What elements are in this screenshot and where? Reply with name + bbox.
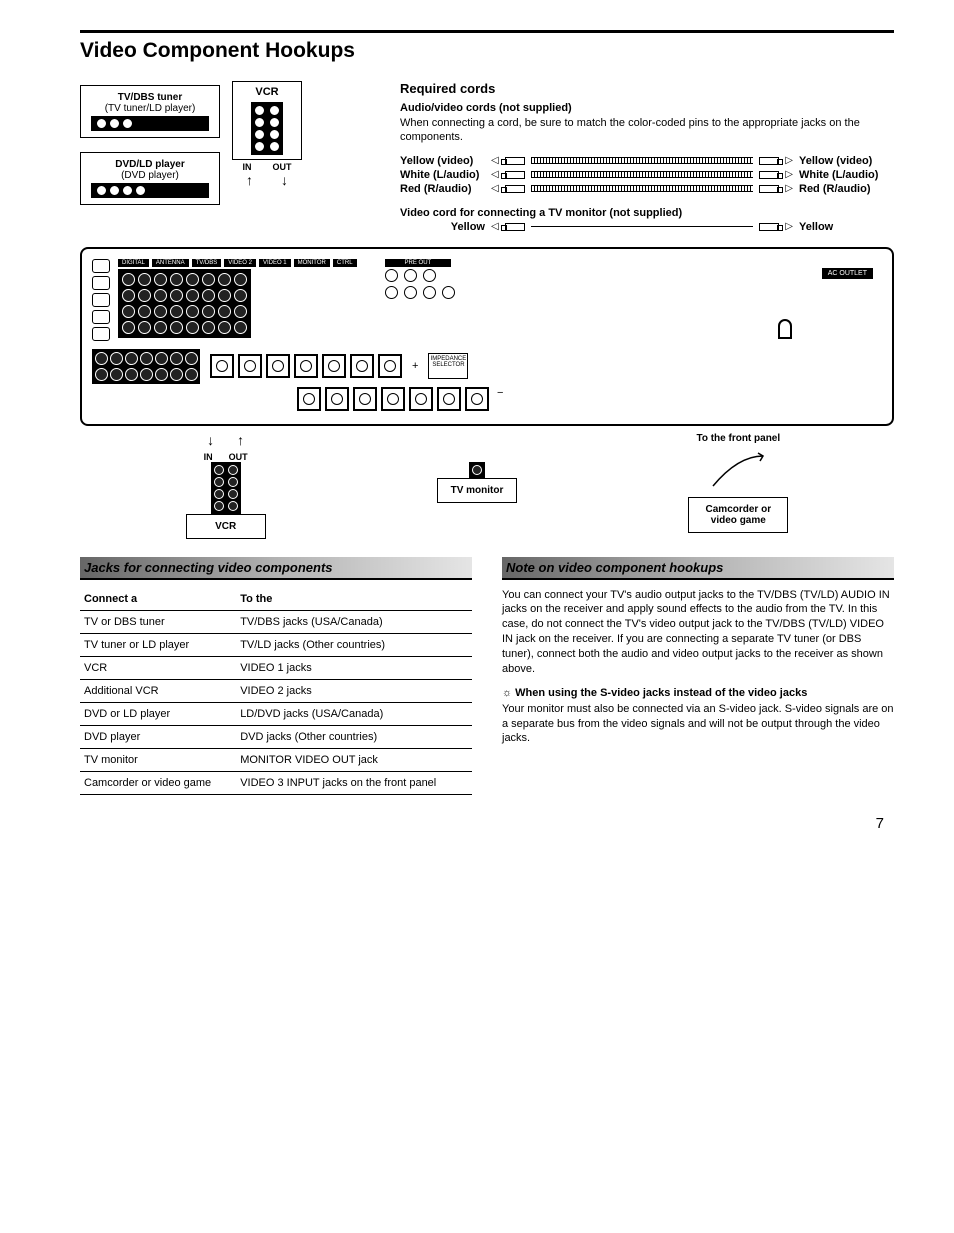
tip-heading: When using the S-video jacks instead of … — [502, 687, 894, 699]
table-cell-connect: Camcorder or video game — [80, 771, 236, 794]
table-cell-tothe: LD/DVD jacks (USA/Canada) — [236, 702, 472, 725]
impedance-selector: IMPEDANCE SELECTOR — [428, 353, 468, 379]
table-cell-connect: TV or DBS tuner — [80, 610, 236, 633]
ac-outlet-label: AC OUTLET — [821, 267, 874, 280]
table-row: DVD or LD playerLD/DVD jacks (USA/Canada… — [80, 702, 472, 725]
cord-right-1: White (L/audio) — [799, 169, 894, 181]
table-cell-tothe: VIDEO 1 jacks — [236, 656, 472, 679]
table-cell-tothe: TV/LD jacks (Other countries) — [236, 633, 472, 656]
table-cell-tothe: MONITOR VIDEO OUT jack — [236, 748, 472, 771]
table-row: TV monitorMONITOR VIDEO OUT jack — [80, 748, 472, 771]
page-number: 7 — [80, 815, 894, 832]
out-label: OUT — [273, 162, 292, 172]
jacks-table-column: Jacks for connecting video components Co… — [80, 557, 472, 795]
front-panel-label: To the front panel — [696, 432, 780, 445]
upper-section: TV/DBS tuner (TV tuner/LD player) DVD/LD… — [80, 81, 894, 235]
lower-diagram: IN OUT VCR TV monitor To the front panel… — [80, 432, 894, 539]
camcorder-box: Camcorder or video game — [688, 497, 788, 533]
vcr-upper-box: VCR IN OUT — [232, 81, 302, 190]
receiver-rear-panel: AC OUTLET DIGITALANTENNATV/DBSVIDEO 2VID… — [80, 247, 894, 426]
required-cords-section: Required cords Audio/video cords (not su… — [400, 81, 894, 235]
cord-left-2: Red (R/audio) — [400, 183, 485, 195]
table-cell-connect: TV monitor — [80, 748, 236, 771]
table-cell-tothe: VIDEO 2 jacks — [236, 679, 472, 702]
vcord-left: Yellow — [400, 221, 485, 233]
lower-vcr: VCR — [186, 514, 266, 539]
table-cell-connect: TV tuner or LD player — [80, 633, 236, 656]
tuner-box: TV/DBS tuner (TV tuner/LD player) — [80, 85, 220, 138]
note-body: You can connect your TV's audio output j… — [502, 588, 894, 677]
table-cell-tothe: DVD jacks (Other countries) — [236, 725, 472, 748]
table-row: Additional VCRVIDEO 2 jacks — [80, 679, 472, 702]
table-cell-tothe: VIDEO 3 INPUT jacks on the front panel — [236, 771, 472, 794]
required-cords-heading: Required cords — [400, 81, 894, 96]
table-row: DVD playerDVD jacks (Other countries) — [80, 725, 472, 748]
speaker-terminals: + IMPEDANCE SELECTOR — [92, 349, 882, 384]
table-cell-connect: DVD or LD player — [80, 702, 236, 725]
cord-left-0: Yellow (video) — [400, 155, 485, 167]
arrow-up-icon — [246, 172, 253, 190]
cord-right-0: Yellow (video) — [799, 155, 894, 167]
jacks-heading: Jacks for connecting video components — [80, 557, 472, 580]
page-title: Video Component Hookups — [80, 39, 894, 63]
table-cell-connect: Additional VCR — [80, 679, 236, 702]
video-cord-sub: Video cord for connecting a TV monitor (… — [400, 207, 894, 219]
lower-in: IN — [204, 452, 213, 462]
table-cell-connect: DVD player — [80, 725, 236, 748]
ground-terminal — [778, 319, 792, 339]
jacks-col1: Connect a — [80, 588, 236, 611]
vcord-right: Yellow — [799, 221, 894, 233]
dvd-box: DVD/LD player (DVD player) — [80, 152, 220, 205]
note-column: Note on video component hookups You can … — [502, 557, 894, 795]
cord-left-1: White (L/audio) — [400, 169, 485, 181]
panel-left-column — [92, 259, 110, 341]
table-row: TV tuner or LD playerTV/LD jacks (Other … — [80, 633, 472, 656]
jacks-table: Connect a To the TV or DBS tunerTV/DBS j… — [80, 588, 472, 795]
lower-tv: TV monitor — [437, 478, 517, 503]
upper-diagram-left: TV/DBS tuner (TV tuner/LD player) DVD/LD… — [80, 81, 380, 235]
panel-preout-section: PRE OUT — [385, 259, 457, 299]
note-heading: Note on video component hookups — [502, 557, 894, 580]
av-cord-diagram: Yellow (video) ◁ ▷ Yellow (video) White … — [400, 155, 894, 195]
jacks-col2: To the — [236, 588, 472, 611]
dvd-line1: DVD/LD player — [91, 159, 209, 170]
panel-video-section: DIGITALANTENNATV/DBSVIDEO 2VIDEO 1MONITO… — [118, 259, 357, 338]
dvd-line2: (DVD player) — [91, 170, 209, 181]
in-label: IN — [243, 162, 252, 172]
text-columns: Jacks for connecting video components Co… — [80, 557, 894, 795]
vcr-label: VCR — [255, 86, 278, 98]
table-cell-connect: VCR — [80, 656, 236, 679]
tuner-line2: (TV tuner/LD player) — [91, 103, 209, 114]
arrow-down-icon — [281, 172, 288, 190]
tip-body: Your monitor must also be connected via … — [502, 702, 894, 747]
table-cell-tothe: TV/DBS jacks (USA/Canada) — [236, 610, 472, 633]
av-cords-text: When connecting a cord, be sure to match… — [400, 116, 894, 145]
lower-out: OUT — [229, 452, 248, 462]
cord-right-2: Red (R/audio) — [799, 183, 894, 195]
video-cord-diagram: Yellow ◁ ▷ Yellow — [400, 221, 894, 233]
table-row: TV or DBS tunerTV/DBS jacks (USA/Canada) — [80, 610, 472, 633]
curved-arrow-icon — [708, 451, 768, 491]
tuner-line1: TV/DBS tuner — [91, 92, 209, 103]
av-cords-sub: Audio/video cords (not supplied) — [400, 102, 894, 114]
table-row: VCRVIDEO 1 jacks — [80, 656, 472, 679]
table-row: Camcorder or video gameVIDEO 3 INPUT jac… — [80, 771, 472, 794]
